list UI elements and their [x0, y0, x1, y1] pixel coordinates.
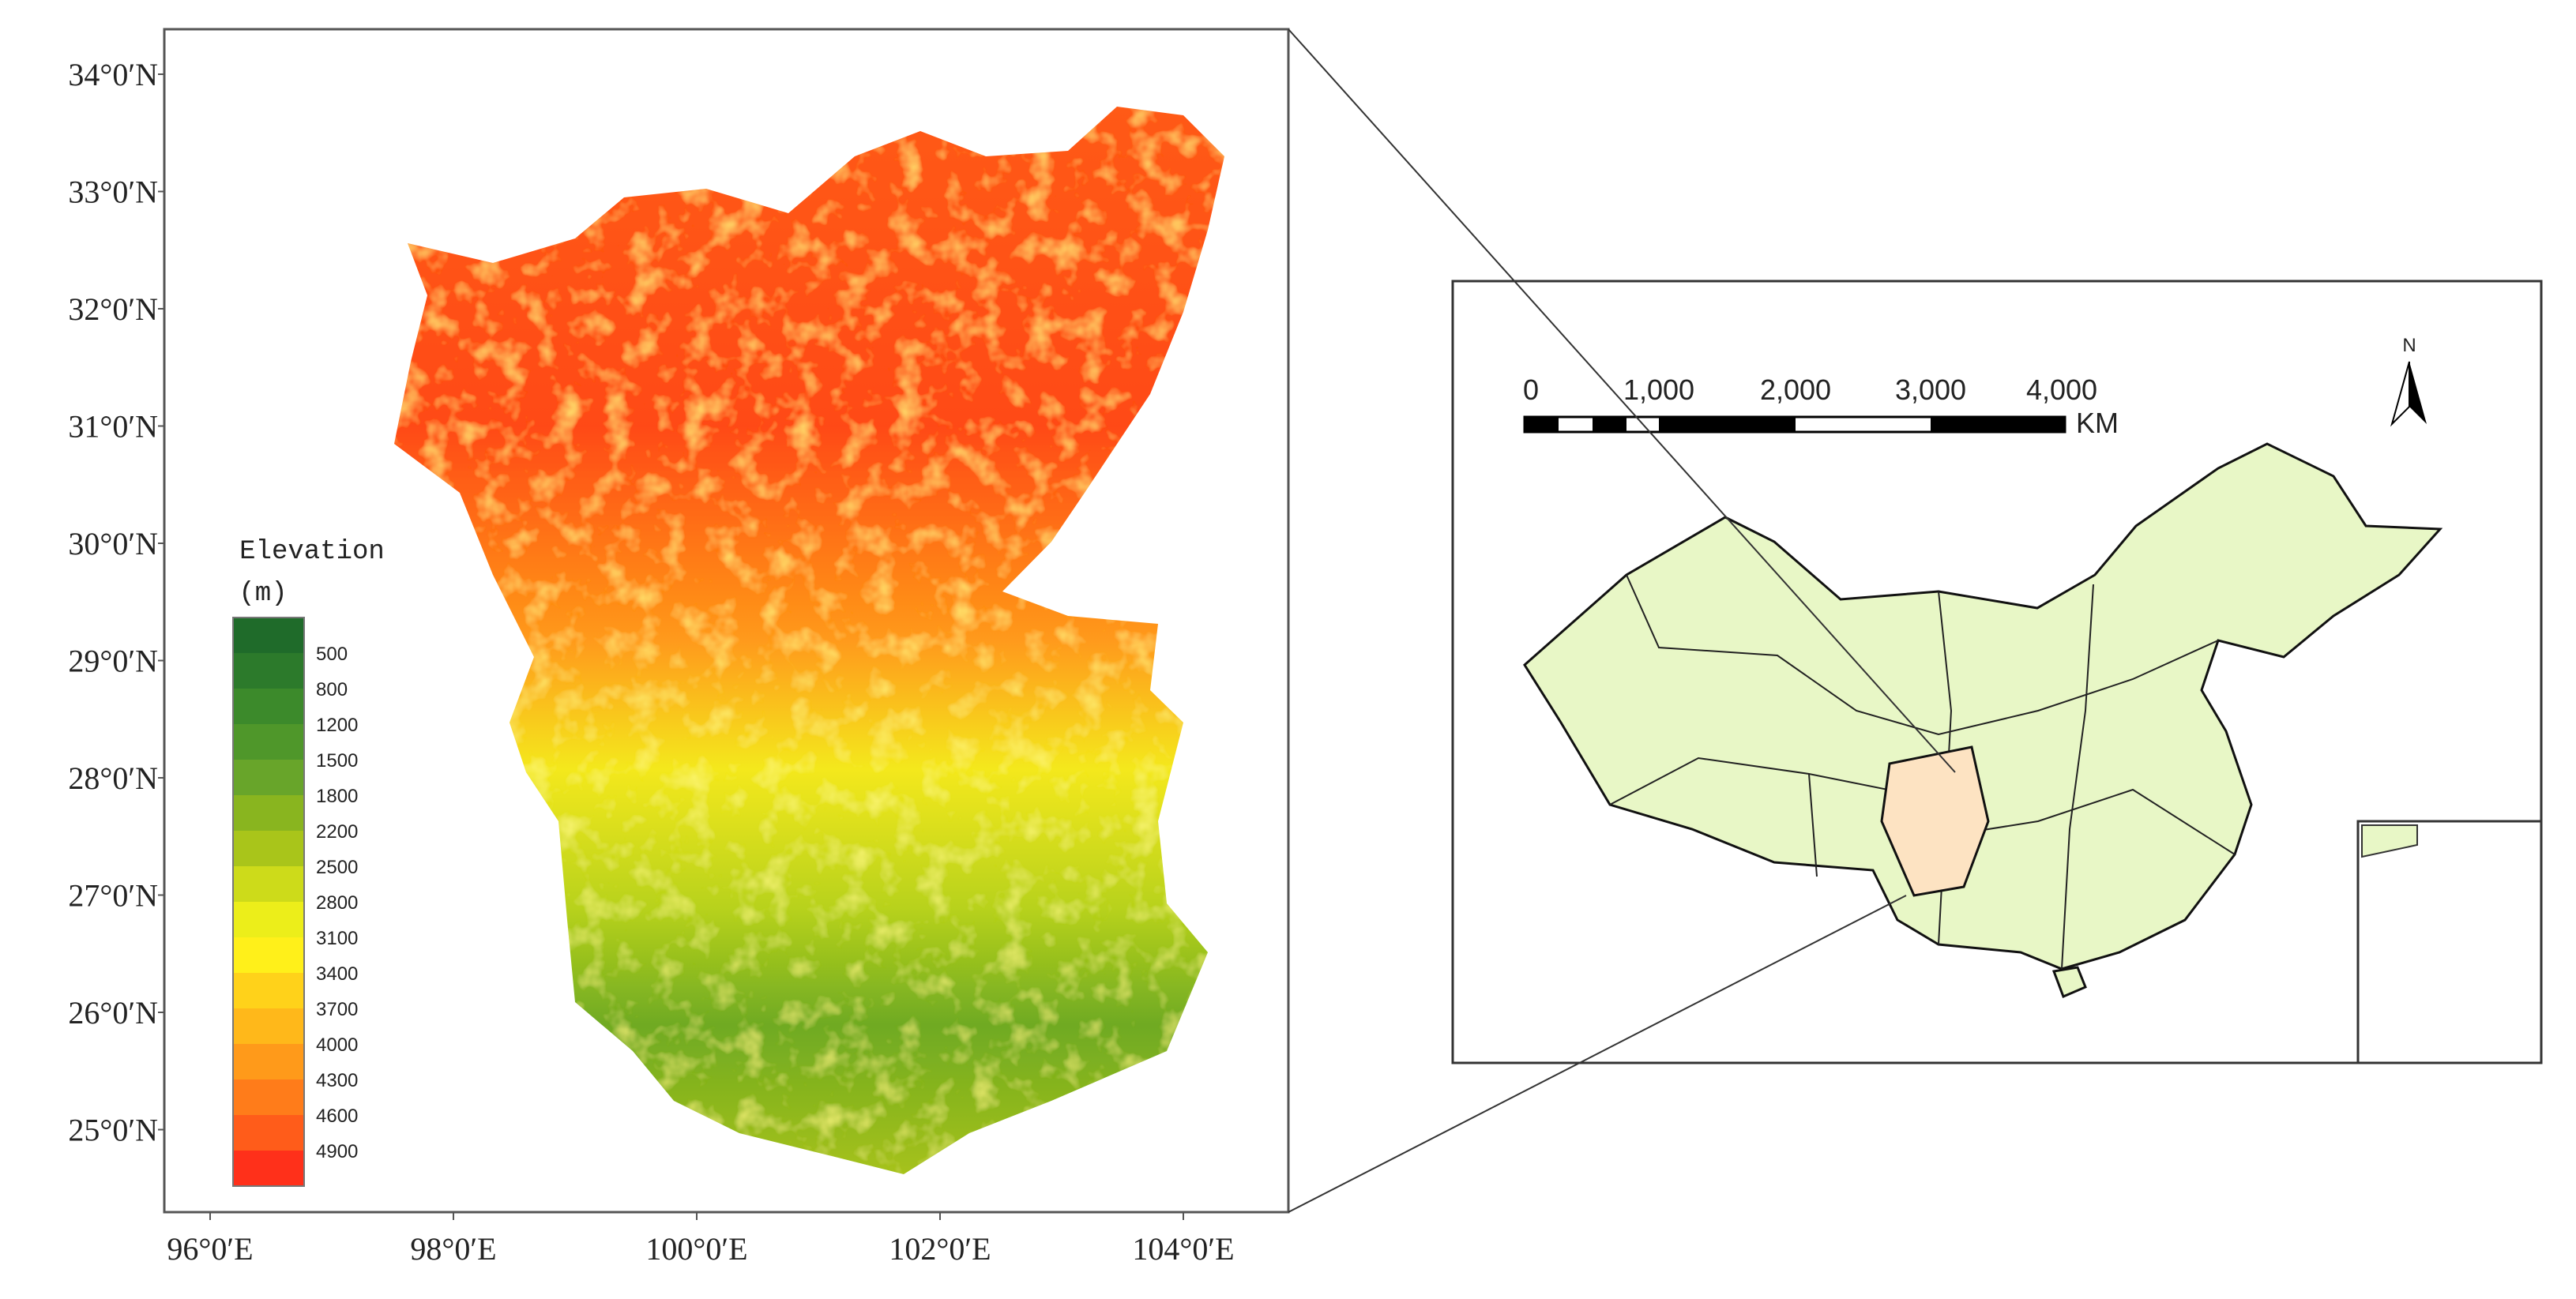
- legend-swatch: [233, 866, 304, 903]
- legend-swatch: [233, 831, 304, 867]
- legend-swatch: [233, 902, 304, 938]
- north-label: N: [2402, 335, 2416, 356]
- legend-label: 2200: [316, 821, 358, 843]
- legend-swatch: [233, 973, 304, 1009]
- latitude-label: 28°0′N: [68, 760, 158, 796]
- legend-unit: (m): [239, 579, 287, 609]
- connector-line: [1288, 895, 1907, 1213]
- scale-label: 0: [1523, 374, 1539, 406]
- legend-swatch: [233, 1008, 304, 1045]
- legend-swatch: [233, 689, 304, 725]
- scale-segment: [1931, 417, 2065, 432]
- longitude-label: 100°0′E: [645, 1231, 747, 1267]
- legend-label: 4000: [316, 1034, 358, 1056]
- scale-label: 1,000: [1623, 374, 1694, 406]
- legend-swatch: [233, 937, 304, 974]
- hainan: [2051, 966, 2087, 998]
- latitude-label: 34°0′N: [68, 57, 158, 92]
- legend-label: 3400: [316, 963, 358, 985]
- legend-swatch: [233, 1115, 304, 1151]
- legend-label: 3700: [316, 999, 358, 1020]
- legend-swatch: [233, 795, 304, 832]
- scale-label: 3,000: [1895, 374, 1966, 406]
- legend-swatch: [233, 1079, 304, 1116]
- scale-unit: KM: [2076, 407, 2119, 439]
- longitude-label: 96°0′E: [167, 1231, 253, 1267]
- legend-label: 1200: [316, 715, 358, 736]
- inset-coast: [2361, 824, 2418, 858]
- legend-label: 3100: [316, 928, 358, 949]
- legend-label: 2800: [316, 892, 358, 914]
- legend-swatch: [233, 653, 304, 689]
- scale-segment: [1659, 417, 1796, 432]
- legend-label: 800: [316, 679, 348, 700]
- longitude-label: 104°0′E: [1132, 1231, 1234, 1267]
- legend: Elevation (m) 500 800 1200 1500 1800 2200 2500…: [232, 537, 385, 1187]
- latitude-label: 33°0′N: [68, 175, 158, 210]
- legend-frame: [232, 617, 305, 1187]
- legend-label: 4300: [316, 1070, 358, 1091]
- legend-label: 1500: [316, 750, 358, 772]
- legend-label: 2500: [316, 857, 358, 878]
- legend-swatch: [233, 618, 304, 654]
- scale-label: 4,000: [2026, 374, 2097, 406]
- latitude-label: 29°0′N: [68, 644, 158, 679]
- china-outline: [1523, 442, 2443, 970]
- legend-swatch: [233, 1151, 304, 1187]
- latitude-label: 25°0′N: [68, 1113, 158, 1148]
- legend-swatch: [233, 724, 304, 760]
- legend-label: 4600: [316, 1106, 358, 1127]
- legend-label: 1800: [316, 786, 358, 807]
- legend-swatch: [233, 760, 304, 796]
- longitude-label: 102°0′E: [889, 1231, 991, 1267]
- study-area-highlight: [1880, 745, 1990, 897]
- north-arrow: [2409, 362, 2427, 424]
- connector-line: [1288, 28, 1956, 773]
- south-china-sea-inset: [2356, 820, 2543, 1064]
- latitude-label: 32°0′N: [68, 291, 158, 327]
- latitude-label: 31°0′N: [68, 409, 158, 445]
- north-arrow: [2390, 361, 2410, 427]
- latitude-label: 26°0′N: [68, 995, 158, 1031]
- legend-label: 4900: [316, 1141, 358, 1162]
- legend-title: Elevation: [239, 537, 385, 567]
- legend-label: 500: [316, 644, 348, 665]
- longitude-label: 98°0′E: [410, 1231, 496, 1267]
- scale-label: 2,000: [1760, 374, 1831, 406]
- scale-segment: [1525, 417, 1559, 432]
- latitude-label: 27°0′N: [68, 878, 158, 914]
- legend-swatch: [233, 1044, 304, 1080]
- elevation-region: [394, 107, 1224, 1174]
- latitude-label: 30°0′N: [68, 526, 158, 561]
- scale-segment: [1593, 417, 1626, 432]
- scale-bar: [1523, 415, 2066, 434]
